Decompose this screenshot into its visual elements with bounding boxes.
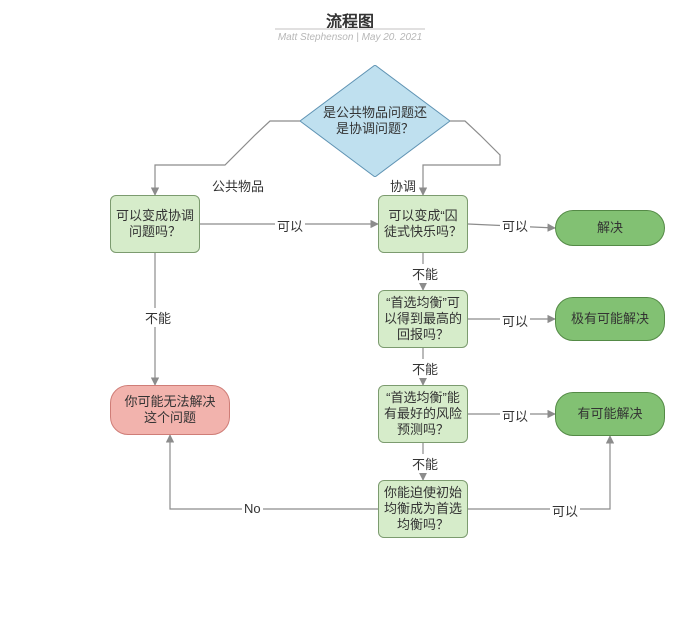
node-t_poss: 有可能解决: [555, 392, 665, 436]
edge-label-start-q_pris: 协调: [388, 176, 418, 195]
edge-label-q_pay-t_most: 可以: [500, 311, 530, 330]
node-q_pris: 可以变成“囚徒式快乐吗？: [378, 195, 468, 253]
edge-label-q_force-t_poss: 可以: [550, 501, 580, 520]
node-q_force: 你能迫使初始均衡成为首选均衡吗？: [378, 480, 468, 538]
node-q_risk: “首选均衡”能有最好的风险预测吗？: [378, 385, 468, 443]
edge-q_force-t_poss: [468, 436, 610, 509]
edge-label-q_pris-t_solve: 可以: [500, 216, 530, 235]
node-fail: 你可能无法解决这个问题: [110, 385, 230, 435]
edge-q_force-fail: [170, 435, 378, 509]
edge-label-q_risk-t_poss: 可以: [500, 406, 530, 425]
node-t_most: 极有可能解决: [555, 297, 665, 341]
edge-label-q_pris-q_pay: 不能: [410, 264, 440, 283]
node-t_solve: 解决: [555, 210, 665, 246]
node-start: 是公共物品问题还是协调问题？: [300, 65, 450, 177]
edge-label-q_risk-q_force: 不能: [410, 454, 440, 473]
edge-label-start-q_coord: 公共物品: [210, 176, 266, 195]
edge-label-q_coord-q_pris: 可以: [275, 216, 305, 235]
edge-label-q_coord-fail: 不能: [143, 308, 173, 327]
node-q_coord: 可以变成协调问题吗？: [110, 195, 200, 253]
node-q_pay: “首选均衡”可以得到最高的回报吗？: [378, 290, 468, 348]
edge-label-q_force-fail: No: [242, 501, 263, 516]
edge-label-q_pay-q_risk: 不能: [410, 359, 440, 378]
